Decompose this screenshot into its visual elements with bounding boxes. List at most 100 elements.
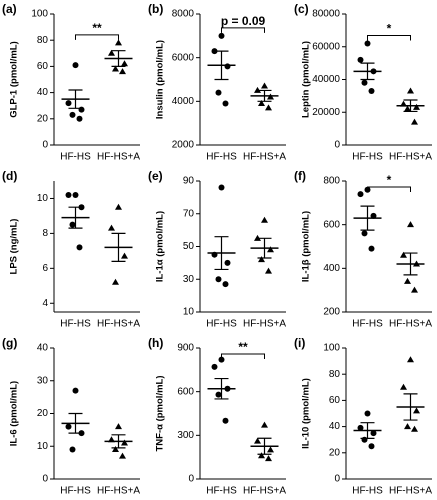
x-tick-label: HF-HS <box>206 486 237 497</box>
error-bar <box>68 206 83 229</box>
error-bar <box>68 89 83 109</box>
data-point <box>222 417 229 424</box>
y-axis-label: IL-1α (pmol/mL) <box>155 211 166 282</box>
error-bar <box>214 377 229 400</box>
y-axis-label: Insulin (pmol/mL) <box>155 40 166 119</box>
data-point <box>404 105 411 112</box>
data-point <box>261 421 268 428</box>
y-tick-label: 60000 <box>312 41 340 52</box>
significance-bracket <box>75 34 119 40</box>
data-point <box>411 286 418 293</box>
data-point <box>370 430 377 437</box>
data-point <box>218 184 225 191</box>
y-tick-label: 100 <box>31 9 48 20</box>
y-tick-label: 10 <box>37 441 49 452</box>
data-point <box>65 191 72 198</box>
data-point <box>265 267 272 274</box>
y-tick-label: 40 <box>37 87 49 98</box>
data-point <box>69 221 76 228</box>
y-tick-label: 0 <box>334 474 340 485</box>
error-bar <box>214 50 229 81</box>
y-tick-label: 2000 <box>172 140 195 151</box>
error-bar <box>257 89 272 102</box>
significance-bracket <box>367 34 411 41</box>
data-point <box>69 111 76 118</box>
y-tick-label: 40 <box>329 421 341 432</box>
data-point <box>258 100 265 107</box>
y-tick-label: 30 <box>37 375 49 386</box>
significance-bracket <box>221 27 265 33</box>
x-tick-label: HF-HS <box>60 319 91 330</box>
data-point <box>72 62 79 69</box>
data-point <box>222 281 229 288</box>
data-point <box>112 278 119 285</box>
data-point <box>76 244 83 251</box>
data-point <box>222 100 229 107</box>
y-tick-label: 400 <box>323 263 340 274</box>
panel-label: (g) <box>2 336 17 350</box>
data-point <box>364 40 371 47</box>
x-tick-label: HF-HS+A <box>243 319 286 330</box>
y-axis-label: GLP-1 (pmol/mL) <box>9 41 20 118</box>
x-tick-label: HF-HS+A <box>97 152 140 163</box>
data-point <box>115 203 122 210</box>
x-tick-label: HF-HS <box>206 152 237 163</box>
data-point <box>215 391 222 398</box>
data-point <box>115 423 122 430</box>
x-tick-label: HF-HS+A <box>243 486 286 497</box>
data-point <box>121 252 128 259</box>
data-point <box>76 115 83 122</box>
error-bar <box>111 50 126 67</box>
y-tick-label: 20 <box>37 408 49 419</box>
error-bar <box>403 99 418 113</box>
data-point <box>69 446 76 453</box>
x-tick-label: HF-HS+A <box>389 319 432 330</box>
y-tick-label: 80000 <box>312 9 340 20</box>
y-tick-label: 4 <box>42 298 48 309</box>
error-bar <box>214 236 229 271</box>
data-point <box>112 65 119 72</box>
error-bar <box>111 232 126 262</box>
y-tick-label: 70 <box>183 208 195 219</box>
x-tick-label: HF-HS+A <box>389 486 432 497</box>
y-tick-label: 40000 <box>312 74 340 85</box>
y-tick-label: 8 <box>42 228 48 239</box>
significance-bracket <box>221 353 265 359</box>
y-tick-label: 6 <box>42 263 48 274</box>
y-tick-label: 20 <box>329 447 341 458</box>
data-point <box>411 118 418 125</box>
y-tick-label: 200 <box>323 307 340 318</box>
data-point <box>121 60 128 67</box>
x-tick-label: HF-HS+A <box>243 152 286 163</box>
error-bar <box>111 434 126 449</box>
data-point <box>65 423 72 430</box>
error-bar <box>68 412 83 434</box>
y-tick-label: 8000 <box>172 9 195 20</box>
error-bar <box>360 205 375 231</box>
data-point <box>368 87 375 94</box>
data-point <box>224 259 231 266</box>
data-point <box>413 103 420 110</box>
y-tick-label: 0 <box>42 140 48 151</box>
data-point <box>357 191 364 198</box>
data-point <box>115 39 122 46</box>
y-tick-label: 60 <box>37 61 49 72</box>
data-point <box>261 216 268 223</box>
y-tick-label: 0 <box>42 474 48 485</box>
panel-label: (c) <box>294 2 309 16</box>
panel-label: (d) <box>2 169 17 183</box>
data-point <box>267 446 274 453</box>
y-axis-label: IL-6 (pmol/mL) <box>9 381 20 446</box>
data-point <box>413 407 420 414</box>
data-point <box>267 246 274 253</box>
y-tick-label: 0 <box>188 474 194 485</box>
data-point <box>361 436 368 443</box>
data-point <box>254 437 261 444</box>
y-axis-label: Leptin (pmol/mL) <box>301 41 312 118</box>
data-point <box>361 79 368 86</box>
data-point <box>215 89 222 96</box>
data-point <box>112 446 119 453</box>
x-tick-label: HF-HS <box>206 319 237 330</box>
y-axis-label: IL-1β (pmol/mL) <box>301 211 312 282</box>
